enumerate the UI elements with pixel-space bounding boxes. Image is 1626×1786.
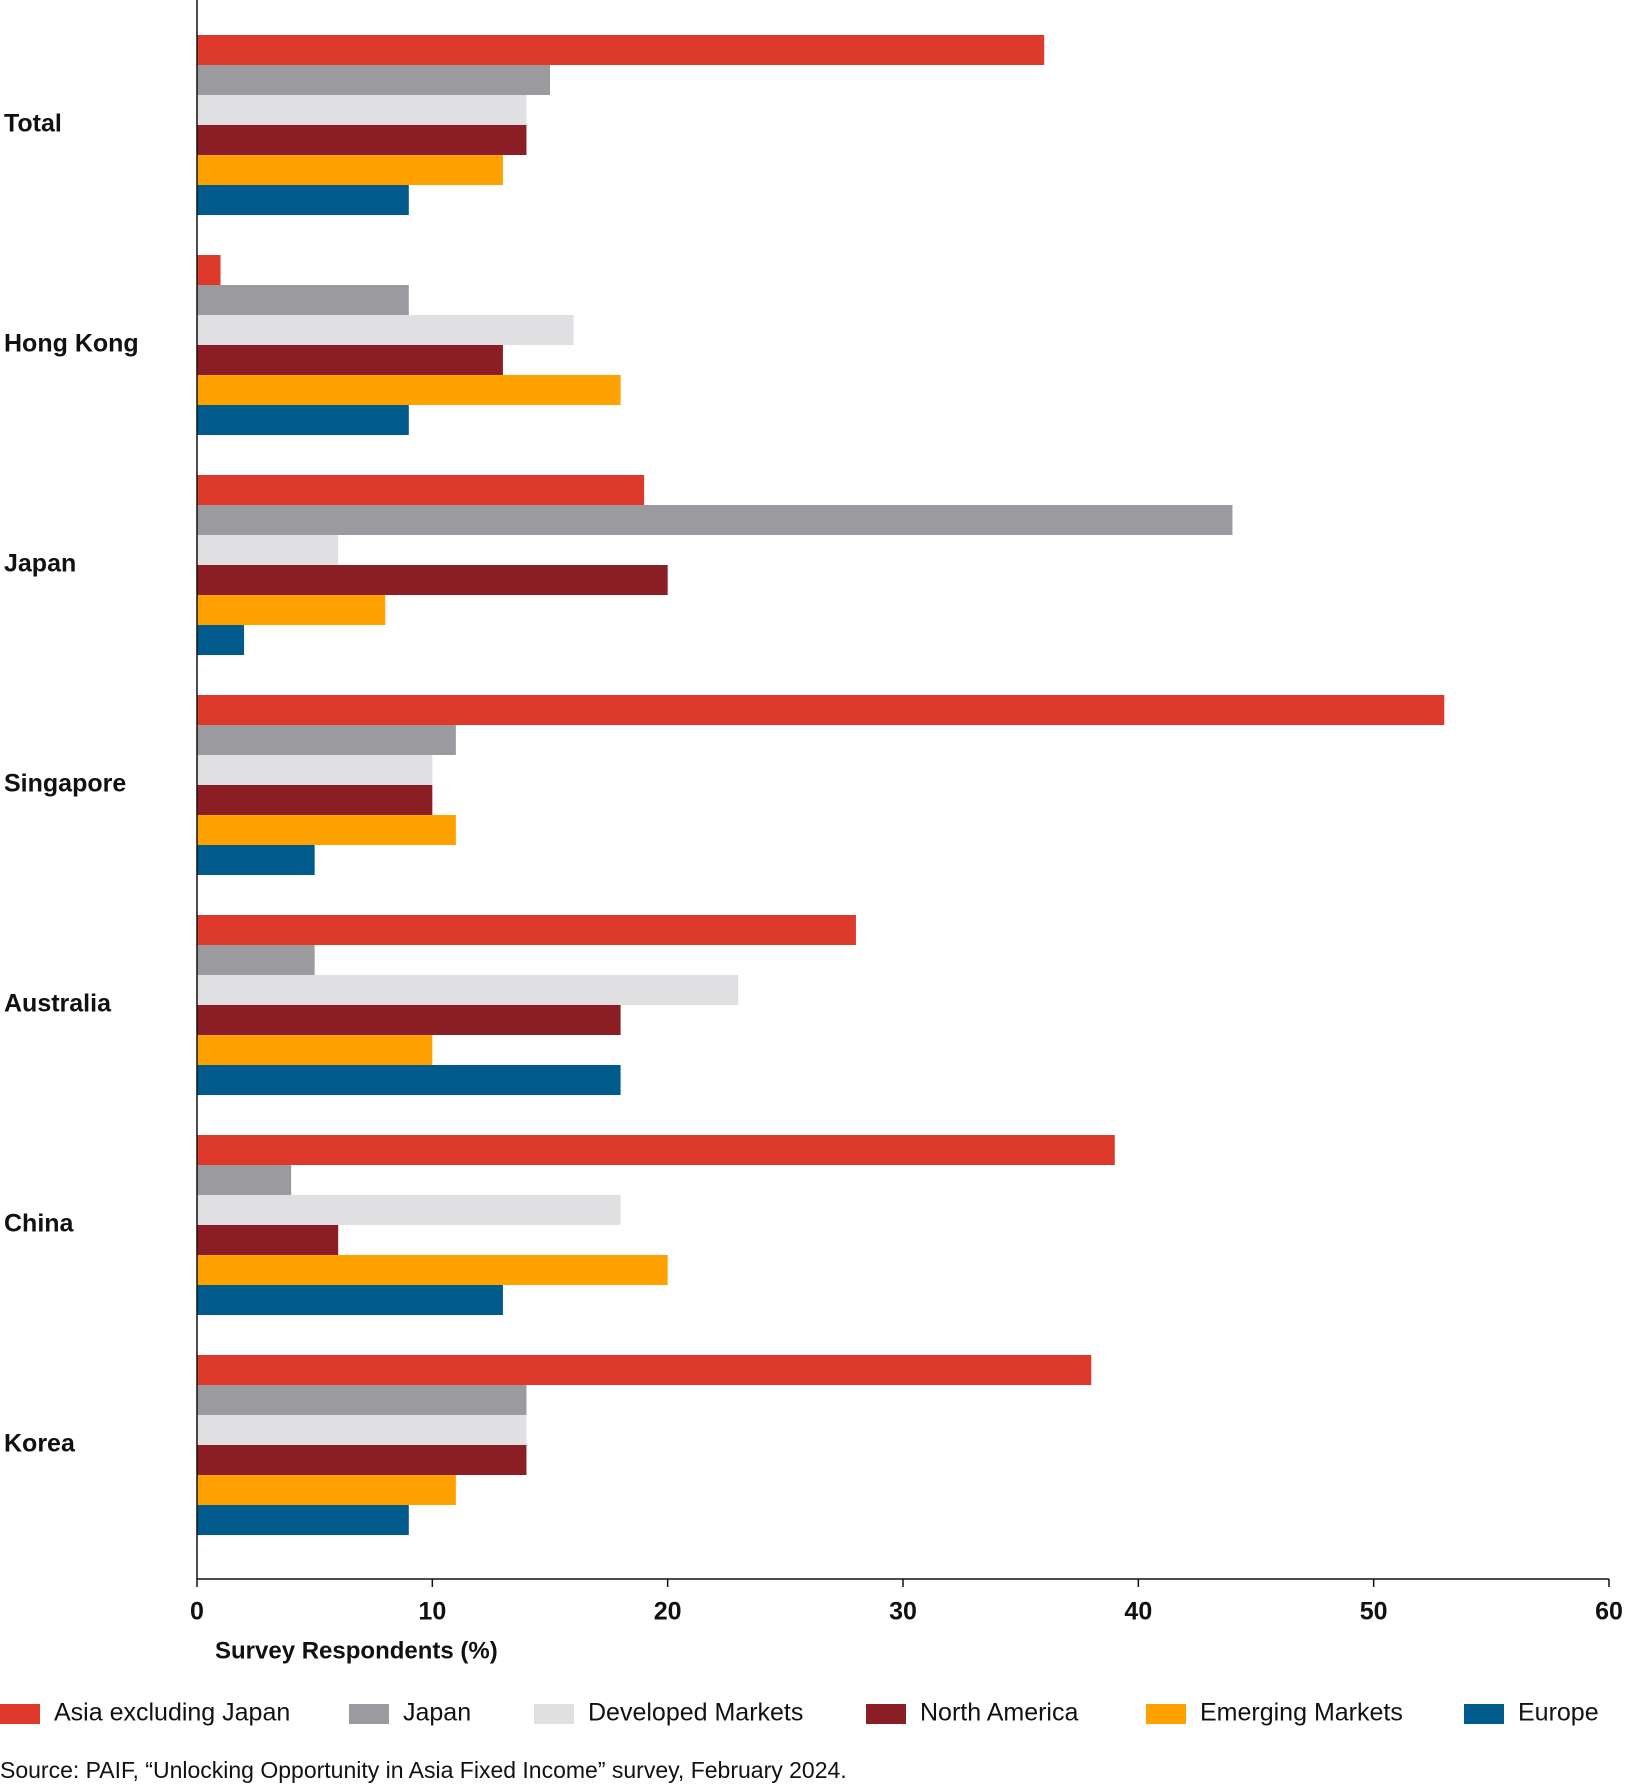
x-tick-label: 20 — [654, 1598, 682, 1626]
bar — [197, 1445, 527, 1475]
bar — [197, 785, 433, 815]
bar — [197, 1415, 527, 1445]
bar — [197, 1195, 621, 1225]
bar — [197, 975, 739, 1005]
category-label: Korea — [4, 1430, 76, 1458]
x-tick-label: 40 — [1124, 1598, 1152, 1626]
bar — [197, 1355, 1092, 1385]
bar — [197, 1255, 668, 1285]
legend-swatch — [349, 1704, 389, 1724]
bar — [197, 185, 409, 215]
legend-swatch — [1464, 1704, 1504, 1724]
bar — [197, 945, 315, 975]
bar — [197, 155, 503, 185]
bar — [197, 725, 456, 755]
bar — [197, 1165, 292, 1195]
x-axis-title: Survey Respondents (%) — [215, 1637, 498, 1664]
legend-label: Developed Markets — [588, 1699, 803, 1727]
bar — [197, 815, 456, 845]
x-tick-label: 50 — [1360, 1598, 1388, 1626]
bar — [197, 375, 621, 405]
bar — [197, 1475, 456, 1505]
x-tick-label: 0 — [190, 1598, 204, 1626]
legend-label: Europe — [1518, 1699, 1599, 1727]
category-label: China — [4, 1210, 75, 1238]
bar — [197, 345, 503, 375]
legend-swatch — [0, 1704, 40, 1724]
bar — [197, 565, 668, 595]
bar — [197, 595, 386, 625]
bar — [197, 1035, 433, 1065]
bar — [197, 1065, 621, 1095]
bar — [197, 1285, 503, 1315]
bar — [197, 535, 339, 565]
bar — [197, 285, 409, 315]
x-tick-label: 60 — [1595, 1598, 1623, 1626]
category-label: Australia — [4, 990, 112, 1018]
bar — [197, 255, 221, 285]
bar — [197, 1505, 409, 1535]
bar — [197, 1135, 1115, 1165]
legend-swatch — [534, 1704, 574, 1724]
category-label: Japan — [4, 550, 76, 578]
bar — [197, 505, 1233, 535]
legend-label: Japan — [403, 1699, 471, 1727]
legend-swatch — [1146, 1704, 1186, 1724]
bar — [197, 35, 1045, 65]
bar — [197, 695, 1445, 725]
bar — [197, 1385, 527, 1415]
category-label: Hong Kong — [4, 330, 139, 358]
bar — [197, 95, 527, 125]
bar — [197, 1005, 621, 1035]
bar — [197, 315, 574, 345]
category-label: Total — [4, 110, 62, 138]
bar — [197, 625, 245, 655]
x-tick-label: 30 — [889, 1598, 917, 1626]
bar — [197, 915, 856, 945]
category-label: Singapore — [4, 770, 126, 798]
legend-label: North America — [920, 1699, 1078, 1727]
bar — [197, 65, 550, 95]
bar — [197, 1225, 339, 1255]
bar — [197, 845, 315, 875]
legend-label: Asia excluding Japan — [54, 1699, 290, 1727]
bar — [197, 755, 433, 785]
source-note: Source: PAIF, “Unlocking Opportunity in … — [0, 1757, 847, 1783]
bar — [197, 125, 527, 155]
bar — [197, 405, 409, 435]
x-tick-label: 10 — [418, 1598, 446, 1626]
legend-swatch — [866, 1704, 906, 1724]
legend-label: Emerging Markets — [1200, 1699, 1403, 1727]
bar — [197, 475, 645, 505]
